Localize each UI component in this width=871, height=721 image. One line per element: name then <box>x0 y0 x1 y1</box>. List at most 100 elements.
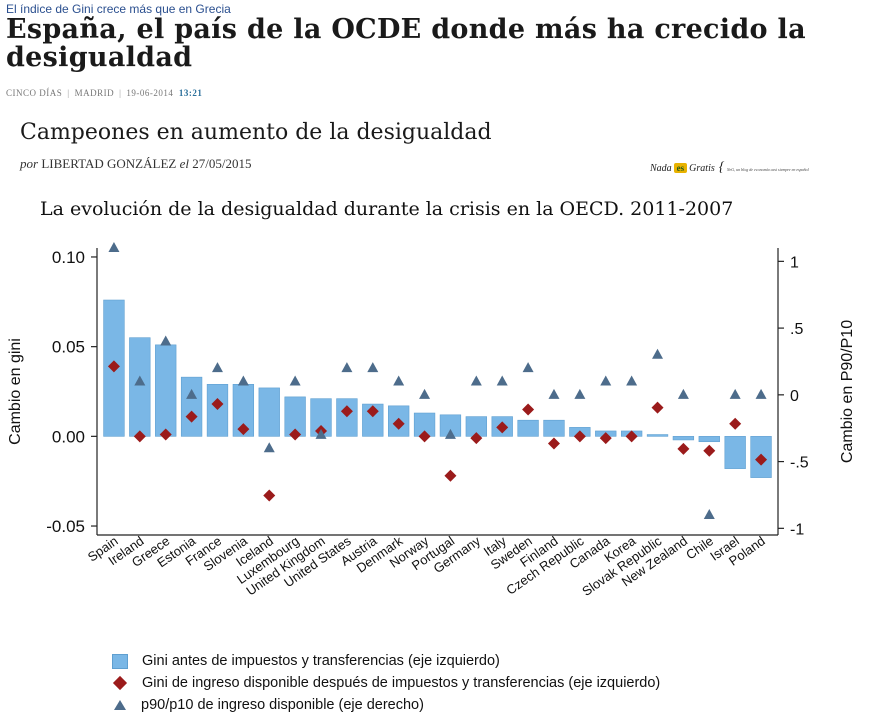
gini-disposable-point <box>496 421 509 434</box>
legend-diamond-label: Gini de ingreso disponible después de im… <box>142 675 661 691</box>
right-tick-label: -1 <box>790 521 804 538</box>
left-tick-label: 0.05 <box>52 338 85 357</box>
gini-market-bar <box>672 436 695 441</box>
gini-disposable-point <box>185 410 198 423</box>
gini-disposable-point <box>133 430 146 443</box>
brand-right: Gratis <box>689 163 715 174</box>
gini-disposable-point <box>444 469 457 482</box>
chart-legend: Gini antes de impuestos y transferencias… <box>112 650 660 716</box>
p90p10-point <box>703 508 715 519</box>
gini-disposable-point <box>651 401 664 414</box>
p90p10-point <box>289 375 301 386</box>
legend-bar-label: Gini antes de impuestos y transferencias… <box>142 653 500 669</box>
gini-disposable-point <box>418 430 431 443</box>
gini-disposable-point <box>729 417 742 430</box>
brand-left: Nada <box>650 163 672 174</box>
p90p10-point <box>470 375 482 386</box>
gini-disposable-point <box>340 405 353 418</box>
p90p10-point <box>729 388 741 399</box>
gini-disposable-point <box>573 430 586 443</box>
left-tick-label: 0.10 <box>52 248 85 267</box>
gini-disposable-point <box>392 417 405 430</box>
gini-disposable-point <box>237 423 250 436</box>
legend-item-diamonds: Gini de ingreso disponible después de im… <box>112 672 660 694</box>
gini-disposable-point <box>677 442 690 455</box>
gini-disposable-point <box>107 360 120 373</box>
gini-disposable-point <box>470 432 483 445</box>
chart-title: La evolución de la desigualdad durante l… <box>40 198 734 220</box>
p90p10-point <box>263 442 275 453</box>
p90p10-point <box>419 388 431 399</box>
gini-disposable-point <box>703 444 716 457</box>
p90p10-point <box>341 362 353 373</box>
p90p10-point <box>548 388 560 399</box>
brand-logo[interactable]: Nada es Gratis{ NeG, un blog de economía c… <box>650 160 809 176</box>
gini-market-bar <box>362 403 384 437</box>
p90p10-point <box>600 375 612 386</box>
gini-disposable-point <box>366 405 379 418</box>
gini-disposable-point <box>159 428 172 441</box>
brand-tagline: NeG, un blog de economía casi siempre en… <box>726 167 809 172</box>
p90p10-point <box>755 388 767 399</box>
right-tick-label: 1 <box>790 254 799 271</box>
byline-date-prefix: el <box>179 156 189 171</box>
article-date: 19-06-2014 <box>126 88 174 98</box>
gini-disposable-point <box>547 437 560 450</box>
legend-diamond-swatch <box>112 675 128 691</box>
p90p10-point <box>367 362 379 373</box>
gini-market-bar <box>646 434 669 437</box>
right-tick-label: 0 <box>790 388 799 405</box>
gini-market-bar <box>258 387 280 437</box>
gini-disposable-point <box>263 489 276 502</box>
article-kicker[interactable]: El índice de Gini crece más que en Greci… <box>6 2 231 16</box>
p90p10-point <box>134 375 146 386</box>
article-meta: CINCO DÍAS | MADRID | 19-06-2014 13:21 <box>6 88 203 98</box>
p90p10-point <box>626 375 638 386</box>
p90p10-point <box>522 362 534 373</box>
gini-disposable-point <box>522 403 535 416</box>
p90p10-point <box>496 375 508 386</box>
right-tick-label: -.5 <box>790 455 809 472</box>
legend-item-triangles: p90/p10 de ingreso disponible (eje derec… <box>112 694 660 716</box>
byline-prefix: por <box>20 156 39 171</box>
p90p10-point <box>315 428 327 439</box>
article-location: MADRID <box>74 88 115 98</box>
gini-market-bar <box>517 419 539 437</box>
post-byline: por LIBERTAD GONZÁLEZ el 27/05/2015 <box>20 156 251 172</box>
post-date: 27/05/2015 <box>192 156 252 171</box>
gini-market-bar <box>180 376 203 437</box>
inequality-chart: 0.10 0.05 0.00 -0.05 1 .5 0 -.5 -1 Cambio en gini… <box>7 242 856 599</box>
brand-brace: { <box>718 160 725 175</box>
p90p10-point <box>108 242 120 252</box>
legend-triangle-label: p90/p10 de ingreso disponible (eje derec… <box>141 697 424 713</box>
post-author[interactable]: LIBERTAD GONZÁLEZ <box>41 156 177 171</box>
gini-market-bar <box>129 337 151 437</box>
p90p10-point <box>393 375 405 386</box>
left-tick-label: -0.05 <box>46 517 85 536</box>
gini-disposable-point <box>625 430 638 443</box>
p90p10-point <box>677 388 689 399</box>
post-title: Campeones en aumento de la desigualdad <box>20 120 492 145</box>
gini-market-bar <box>543 419 565 437</box>
y-axis-title-right: Cambio en P90/P10 <box>839 320 856 463</box>
gini-market-bar <box>336 398 358 437</box>
legend-item-bars: Gini antes de impuestos y transferencias… <box>112 650 660 672</box>
legend-bar-swatch <box>112 653 128 669</box>
left-tick-label: 0.00 <box>52 427 85 446</box>
p90p10-point <box>211 362 223 373</box>
gini-disposable-point <box>289 428 302 441</box>
gini-disposable-point <box>211 398 224 411</box>
legend-triangle-swatch <box>114 700 126 710</box>
p90p10-point <box>444 428 456 439</box>
p90p10-point <box>652 348 664 359</box>
article-source: CINCO DÍAS <box>6 88 63 98</box>
brand-badge: es <box>673 163 688 173</box>
p90p10-point <box>574 388 586 399</box>
gini-disposable-point <box>599 432 612 445</box>
gini-market-bar <box>724 436 746 469</box>
y-axis-title-left: Cambio en gini <box>7 338 24 445</box>
article-time: 13:21 <box>178 88 203 98</box>
p90p10-point <box>237 375 249 386</box>
article-headline: España, el país de la OCDE donde más ha … <box>6 14 806 73</box>
p90p10-point <box>186 388 198 399</box>
